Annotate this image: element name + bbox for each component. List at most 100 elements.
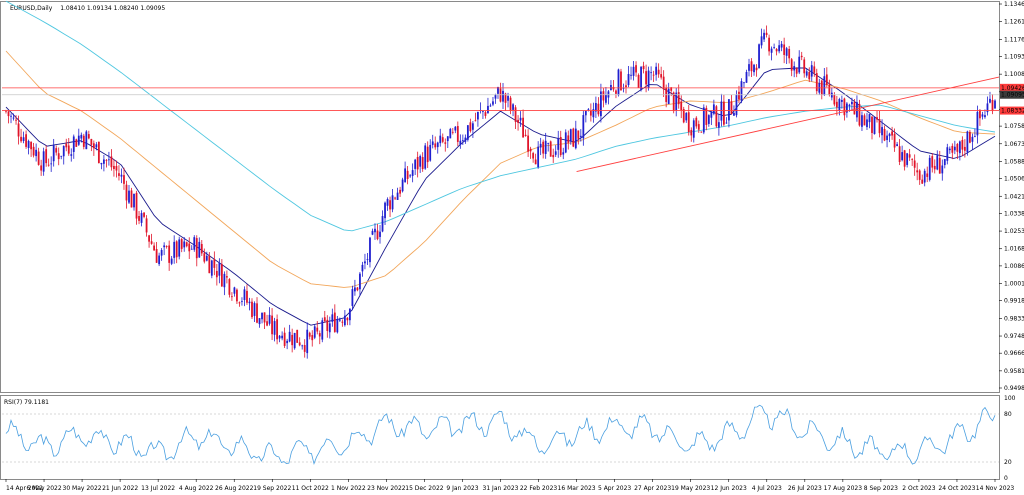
candle-body	[979, 110, 981, 119]
candle-body	[692, 120, 695, 138]
ma-fast-line	[5, 67, 996, 326]
x-tick-label: 14 Nov 2023	[976, 485, 1015, 492]
candle-body	[873, 117, 876, 135]
candle-body	[798, 56, 801, 73]
candle-body	[193, 237, 196, 250]
candle-body	[803, 59, 806, 74]
candle-body	[974, 136, 976, 138]
x-tick-label: 6 May 2022	[26, 485, 61, 492]
candle-body	[926, 173, 929, 177]
candle-body	[976, 111, 979, 136]
candle-body	[80, 134, 83, 139]
candle-body	[150, 241, 153, 244]
candle-body	[707, 115, 710, 124]
x-tick-label: 30 May 2022	[63, 485, 102, 492]
candle-body	[833, 94, 836, 105]
candle-body	[677, 92, 680, 105]
candle-body	[461, 140, 464, 141]
candle-body	[795, 68, 798, 74]
candle-body	[851, 101, 853, 105]
candle-body	[527, 135, 530, 152]
candle-body	[389, 200, 391, 210]
x-tick-label: 4 Jul 2023	[752, 485, 782, 492]
y-tick-label: 1.12610	[1004, 19, 1024, 26]
y-tick-label: 1.05060	[1004, 176, 1024, 183]
candle-body	[642, 65, 645, 70]
candle-body	[554, 151, 557, 155]
candle-body	[640, 66, 642, 90]
candle-body	[243, 289, 246, 300]
candle-body	[928, 157, 931, 180]
x-tick-label: 4 Aug 2022	[179, 485, 214, 492]
candle-body	[22, 137, 25, 141]
candle-body	[153, 245, 155, 251]
candle-body	[356, 287, 359, 291]
candle-body	[298, 342, 301, 346]
candle-body	[507, 96, 509, 101]
candle-body	[200, 244, 203, 254]
candle-body	[743, 82, 745, 84]
candle-body	[65, 143, 68, 148]
candle-body	[908, 154, 911, 158]
candle-body	[75, 139, 78, 147]
candle-body	[67, 145, 70, 154]
candle-body	[384, 202, 386, 219]
candle-body	[931, 156, 934, 168]
x-tick-label: 8 Sep 2023	[864, 485, 898, 492]
candle-body	[770, 48, 773, 53]
candle-body	[519, 117, 522, 121]
candle-body	[938, 157, 941, 174]
y-tick-label: 1.11760	[1004, 36, 1024, 43]
candle-body	[863, 115, 866, 126]
candle-body	[956, 143, 959, 152]
candle-body	[775, 48, 778, 52]
candle-body	[218, 262, 221, 276]
candle-body	[236, 289, 238, 302]
candle-body	[160, 249, 163, 256]
candle-body	[409, 175, 412, 177]
candle-body	[416, 156, 419, 170]
candle-body	[369, 237, 371, 263]
candle-body	[15, 119, 17, 121]
y-tick-label: 1.04210	[1004, 193, 1024, 200]
candle-body	[92, 143, 95, 149]
candle-body	[52, 145, 55, 162]
candle-body	[652, 74, 655, 76]
candle-body	[133, 193, 135, 208]
rsi-title: RSI(7) 79.1181	[4, 399, 49, 406]
candle-body	[740, 81, 743, 101]
candle-body	[474, 120, 477, 122]
candle-body	[559, 136, 562, 156]
candle-body	[253, 303, 256, 316]
candle-body	[456, 126, 459, 142]
candle-body	[637, 74, 640, 88]
candle-body	[773, 47, 776, 48]
y-tick-label: 1.00860	[1004, 263, 1024, 270]
candle-body	[434, 143, 437, 148]
candle-body	[328, 323, 331, 333]
x-tick-label: 16 Mar 2023	[558, 485, 596, 492]
rsi-pane-border	[0, 395, 1000, 480]
candle-body	[650, 72, 653, 74]
candle-body	[670, 87, 673, 91]
candle-body	[991, 100, 994, 112]
candle-body	[569, 129, 572, 141]
x-tick-label: 19 May 2023	[671, 485, 710, 492]
candle-body	[750, 61, 753, 72]
candle-body	[760, 36, 763, 46]
candle-body	[446, 136, 449, 142]
candle-body	[589, 110, 592, 116]
candle-body	[883, 128, 886, 141]
candle-body	[5, 110, 7, 112]
candle-body	[47, 164, 50, 166]
candle-body	[346, 317, 349, 321]
candle-body	[271, 315, 273, 335]
candle-body	[961, 139, 964, 150]
candle-body	[861, 115, 863, 127]
main-pane-border	[0, 1, 1000, 393]
candle-body	[130, 190, 133, 208]
candle-body	[953, 146, 956, 151]
x-tick-label: 27 Apr 2023	[634, 485, 671, 492]
candle-body	[364, 261, 366, 264]
candle-body	[273, 321, 276, 335]
